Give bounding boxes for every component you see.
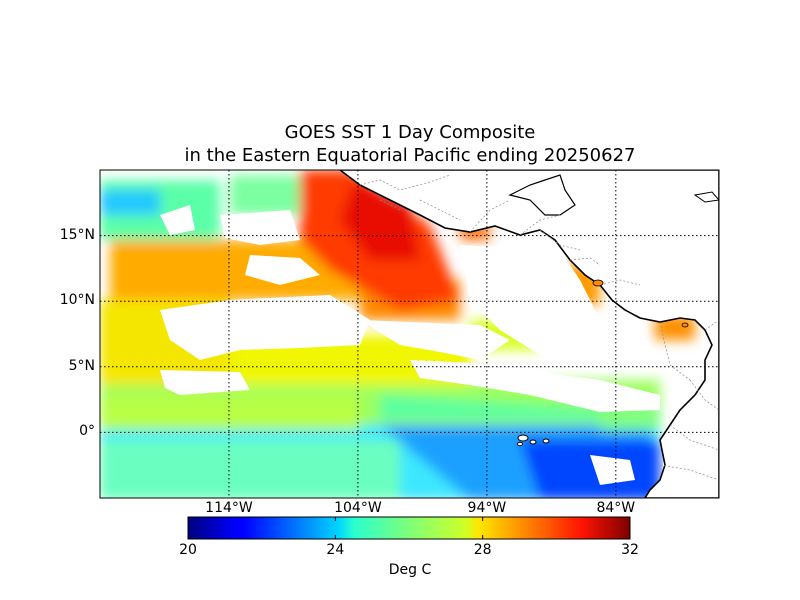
- longitude-label: 114°W: [205, 500, 253, 516]
- colorbar-tick-label: 28: [473, 542, 492, 558]
- latitude-label: 10°N: [59, 292, 95, 309]
- colorbar-tick-label: 24: [326, 542, 345, 558]
- latitude-label: 0°: [79, 423, 95, 440]
- map-title-line1: GOES SST 1 Day Composite: [284, 122, 536, 143]
- latitude-label: 15°N: [59, 226, 95, 243]
- colorbar-label: Deg C: [388, 562, 432, 578]
- colorbar: [187, 516, 631, 540]
- longitude-label: 94°W: [467, 500, 507, 516]
- colorbar-tick-label: 20: [179, 542, 197, 558]
- sst-field: [100, 170, 695, 498]
- longitude-label: 104°W: [334, 500, 382, 516]
- map-title-line2: in the Eastern Equatorial Pacific ending…: [184, 145, 636, 166]
- map-frame: [99, 169, 720, 499]
- latitude-label: 5°N: [68, 357, 95, 374]
- longitude-label: 84°W: [596, 500, 636, 516]
- colorbar-tick-label: 32: [621, 542, 639, 558]
- graticule: [100, 170, 719, 498]
- land-coastline: [338, 170, 719, 498]
